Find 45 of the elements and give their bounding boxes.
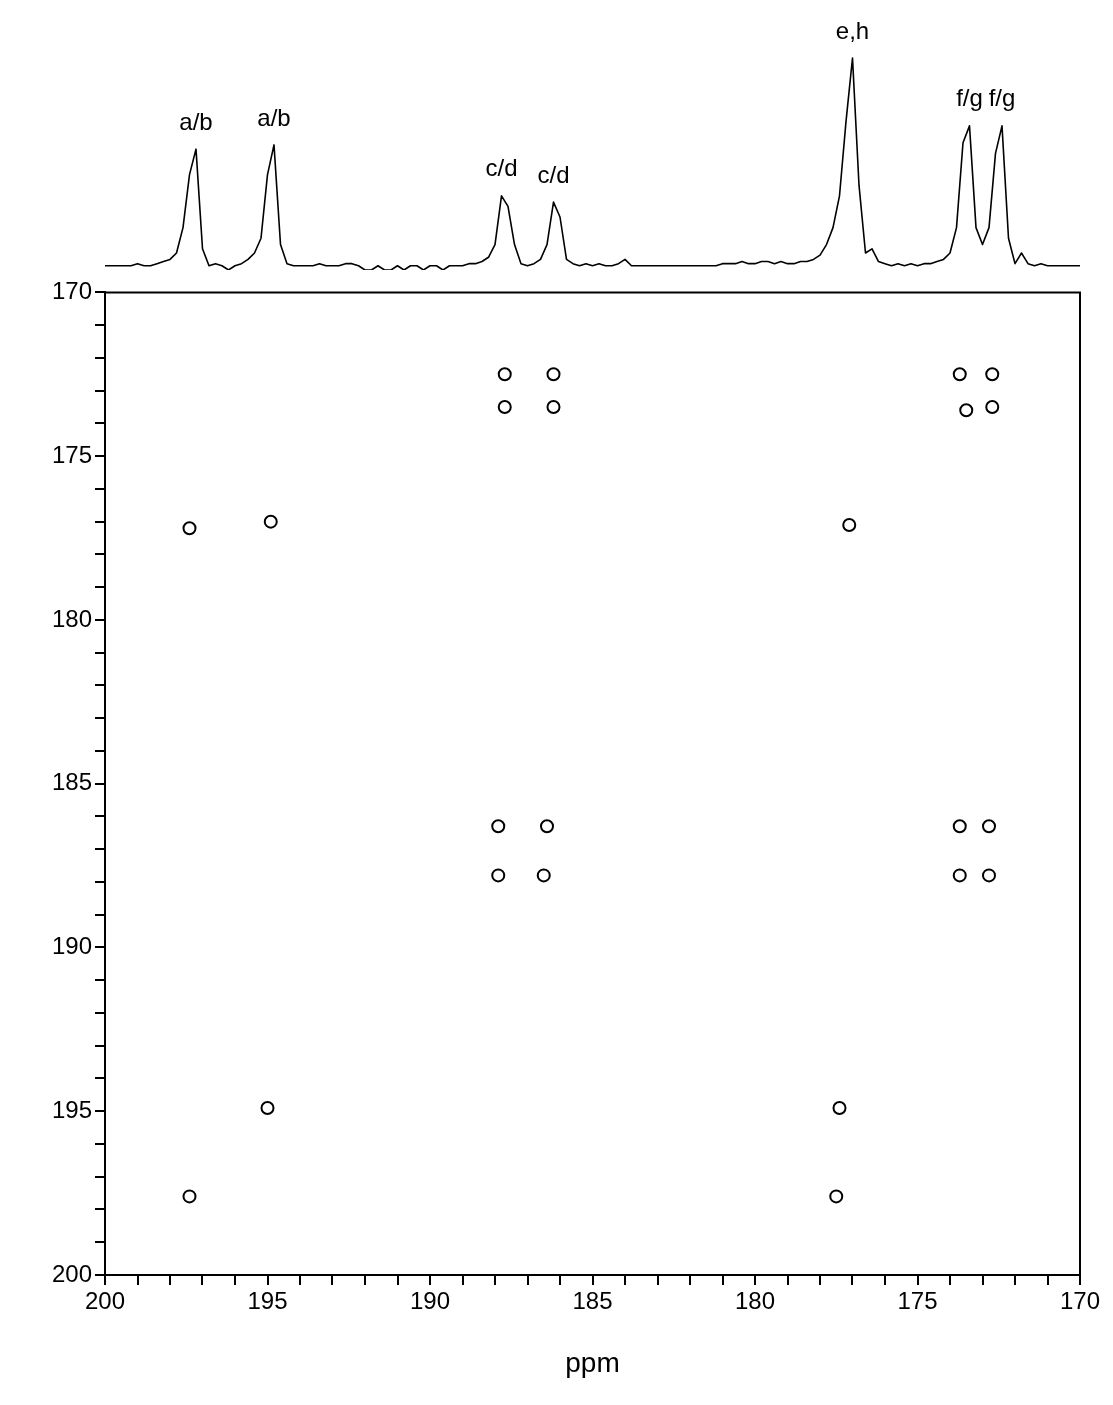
x-tick-label: 190 <box>409 1287 451 1315</box>
point <box>952 819 967 834</box>
point <box>497 367 512 382</box>
point <box>952 367 967 382</box>
point <box>491 819 506 834</box>
point <box>985 400 1000 415</box>
point <box>497 400 512 415</box>
annotation: f/g <box>988 84 1016 112</box>
x-tick-label: 200 <box>84 1287 126 1315</box>
point <box>842 517 857 532</box>
y-tick-label: 180 <box>51 604 92 632</box>
point <box>536 868 551 883</box>
point <box>546 367 561 382</box>
annotation: a/b <box>257 103 291 131</box>
x-axis-title: ppm <box>565 1346 620 1378</box>
text: e,h <box>835 16 870 44</box>
x-tick-label: 185 <box>572 1287 613 1315</box>
point <box>540 819 554 834</box>
y-tick-label: 190 <box>51 932 92 960</box>
y-tick-label: 175 <box>51 440 92 468</box>
point <box>546 400 561 415</box>
x-tick-label: 170 <box>1059 1287 1101 1315</box>
annotation: a/b <box>179 107 213 135</box>
x-tick-label: 175 <box>897 1287 938 1315</box>
point <box>959 403 974 418</box>
x-tick-label: 195 <box>247 1287 288 1315</box>
y-tick-label: 200 <box>51 1259 92 1287</box>
annotation: c/d <box>537 160 570 188</box>
point <box>263 514 278 529</box>
point <box>260 1100 275 1115</box>
annotation: f/g <box>956 84 983 112</box>
y-tick-label: 185 <box>51 768 92 796</box>
point <box>832 1100 847 1115</box>
point <box>985 367 1000 382</box>
point <box>952 868 967 883</box>
y-tick-label: 195 <box>51 1095 92 1123</box>
point <box>182 1189 197 1204</box>
point <box>982 819 996 834</box>
point <box>982 868 996 883</box>
y-tick-label: 170 <box>51 277 92 305</box>
point <box>829 1189 844 1204</box>
x-tick-label: 180 <box>734 1287 776 1315</box>
annotation: c/d <box>485 154 518 182</box>
point <box>182 521 197 536</box>
point <box>491 868 506 883</box>
